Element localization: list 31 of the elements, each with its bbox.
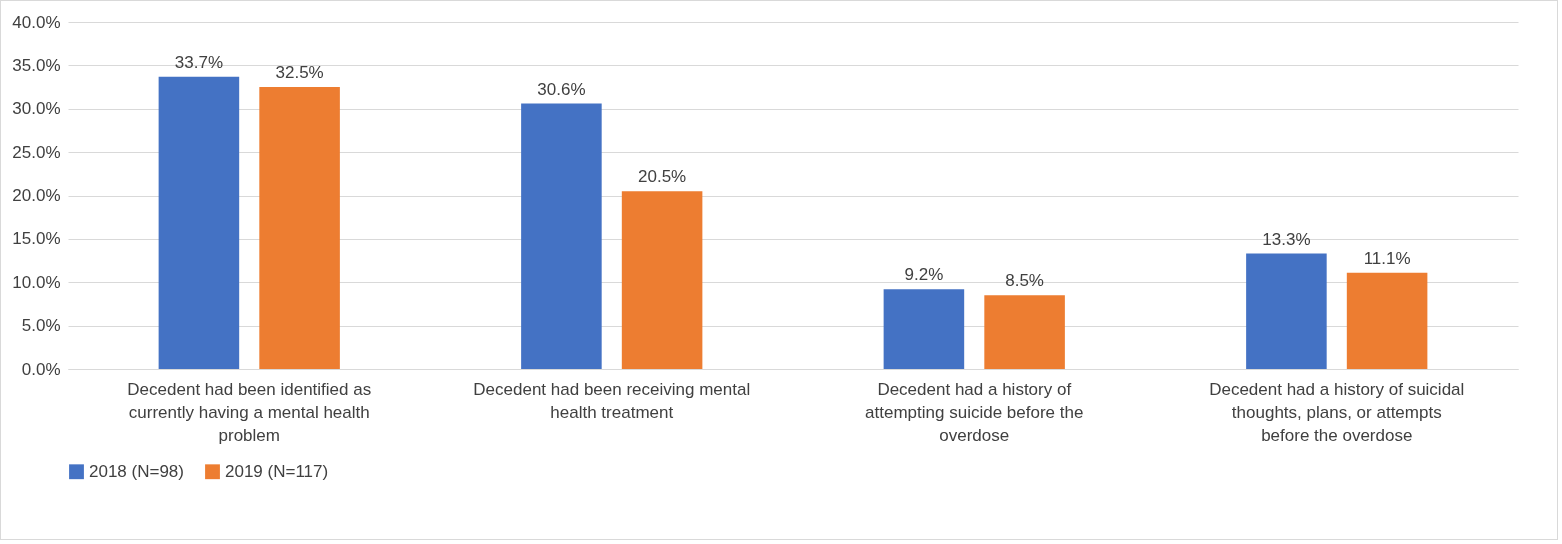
bar — [158, 76, 240, 369]
x-tick-label: Decedent had been receiving mental health treatment — [473, 379, 751, 422]
bar — [883, 289, 965, 369]
legend-label: 2018 (N=98) — [89, 461, 184, 481]
data-label: 33.7% — [174, 52, 223, 72]
y-tick-label: 35.0% — [12, 55, 61, 75]
bar — [1346, 272, 1428, 369]
data-label: 8.5% — [1005, 271, 1044, 291]
y-tick-label: 10.0% — [12, 272, 61, 292]
bar — [984, 295, 1065, 369]
data-label: 20.5% — [638, 167, 687, 187]
y-tick-label: 20.0% — [12, 186, 61, 205]
y-tick-label: 15.0% — [12, 229, 61, 249]
bar — [521, 103, 602, 369]
data-label: 30.6% — [537, 79, 586, 99]
bar — [259, 87, 340, 369]
y-tick-label: 5.0% — [21, 316, 61, 336]
data-label: 11.1% — [1363, 248, 1411, 268]
data-label: 13.3% — [1262, 229, 1311, 249]
x-tick-label: Decedent had a history of suicidal thoughts, plans, or attempts before the overdose — [1209, 379, 1465, 445]
bar — [621, 191, 703, 369]
y-tick-label: 40.0% — [12, 12, 61, 32]
x-tick-label: Decedent had been identified as currently having a mental health problem — [127, 379, 372, 445]
y-tick-label: 25.0% — [12, 142, 61, 162]
y-tick-label: 30.0% — [12, 99, 61, 119]
data-label: 32.5% — [275, 63, 324, 83]
legend-label: 2019 (N=117) — [225, 461, 329, 481]
data-label: 9.2% — [904, 265, 944, 285]
bar — [1246, 253, 1327, 369]
x-tick-label: Decedent had a history of attempting suicide before the overdose — [865, 379, 1084, 445]
y-tick-label: 0.0% — [21, 359, 61, 379]
